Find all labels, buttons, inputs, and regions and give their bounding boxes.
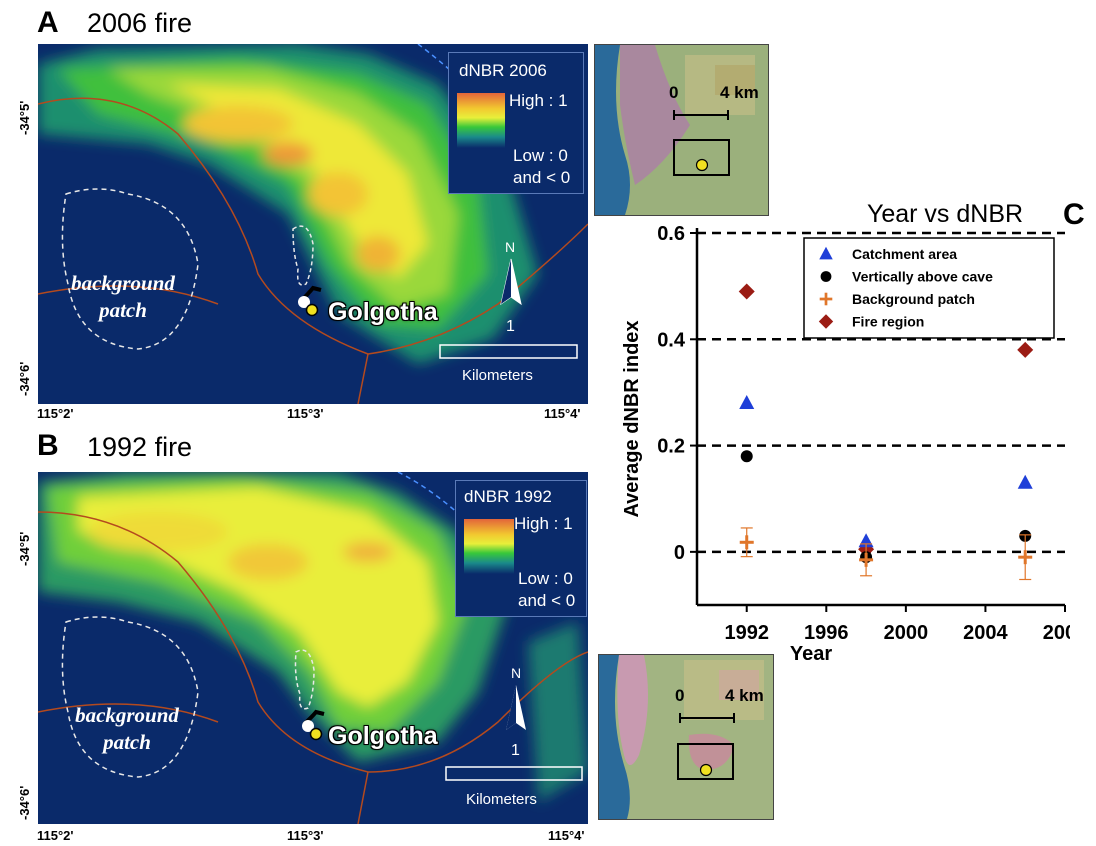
background-label-a-1: background: [71, 271, 175, 295]
chart-title: Year vs dNBR: [867, 200, 1023, 228]
y-tick-label-2: 0.4: [657, 329, 686, 351]
legend-gradient-b: [464, 519, 514, 574]
legend-label-2: Background patch: [852, 291, 975, 307]
legend-label-1: Vertically above cave: [852, 269, 993, 285]
y-tick-label-3: 0.6: [657, 223, 685, 245]
golgotha-label-b: Golgotha: [328, 722, 438, 750]
legend-high-b: High : 1: [514, 514, 573, 533]
north-arrow-b: [506, 685, 526, 730]
scale-value-b: 1: [511, 742, 520, 759]
x-tick-label-4: 2008: [1043, 622, 1070, 644]
inset-scale-km-a: 4 km: [720, 83, 759, 102]
panel-a-title: 2006 fire: [87, 8, 193, 38]
lon-tick-a-3: 115°4': [544, 406, 581, 421]
x-tick-label-3: 2004: [963, 622, 1008, 644]
inset-map-a: 0 4 km: [594, 44, 769, 216]
legend-marker-2: [819, 292, 833, 306]
point-plus-2-1: [859, 552, 874, 567]
inset-scale-zero-b: 0: [675, 686, 685, 705]
point-plus-2-2: [1018, 550, 1033, 565]
y-axis-label: Average dNBR index: [621, 320, 643, 517]
lon-tick-b-3: 115°4': [548, 828, 585, 843]
lat-tick-b-1: -34°5': [17, 531, 32, 566]
point-diamond-3-0: [738, 283, 755, 300]
panel-b-title: 1992 fire: [87, 432, 193, 462]
y-tick-label-1: 0.2: [657, 436, 685, 458]
legend-high-a: High : 1: [509, 91, 568, 110]
lon-tick-a-1: 115°2': [37, 406, 74, 421]
panel-a-letter: A: [37, 6, 59, 39]
x-tick-label-2: 2000: [884, 622, 929, 644]
north-label-b: N: [511, 665, 522, 681]
background-patch-label-b: background patch: [52, 702, 202, 756]
north-arrow-a: [500, 258, 522, 306]
panel-c-letter: C: [1063, 198, 1085, 231]
scale-unit-a: Kilometers: [462, 367, 533, 384]
inset-image-b: [599, 655, 773, 819]
north-label-a: N: [505, 239, 516, 255]
lon-tick-a-2: 115°3': [287, 406, 324, 421]
background-patch-label-a: background patch: [48, 270, 198, 324]
legend-low2-a: and < 0: [513, 168, 571, 187]
inset-scale-km-b: 4 km: [725, 686, 764, 705]
legend-1992: dNBR 1992 High : 1 Low : 0 and < 0: [455, 480, 587, 617]
legend-marker-1: [820, 271, 832, 282]
panel-b-letter: B: [37, 429, 59, 462]
legend-low-a: Low : 0: [513, 146, 568, 165]
inset-map-b: 0 4 km: [598, 654, 774, 820]
background-label-a-2: patch: [99, 298, 147, 322]
background-label-b-2: patch: [103, 730, 151, 754]
x-axis-label: Year: [790, 643, 832, 665]
point-diamond-3-2: [1017, 341, 1034, 358]
legend-marker-3: [818, 314, 834, 329]
golgotha-label-a: Golgotha: [328, 298, 438, 326]
lat-tick-a-2: -34°6': [17, 361, 32, 396]
legend-title-a: dNBR 2006: [459, 61, 547, 80]
background-label-b-1: background: [75, 703, 179, 727]
point-plus-2-0: [739, 535, 754, 550]
legend-gradient-a: [457, 93, 505, 148]
lat-tick-b-2: -34°6': [17, 785, 32, 820]
point-triangle-0-0: [739, 395, 755, 410]
legend-marker-0: [819, 246, 833, 260]
legend-title-b: dNBR 1992: [464, 487, 552, 506]
x-tick-label-0: 1992: [724, 622, 769, 644]
lon-tick-b-1: 115°2': [37, 828, 74, 843]
legend-label-0: Catchment area: [852, 246, 957, 262]
dnbr-scatter-chart: Year vs dNBR 0 0.2 0.4 0.6 1992 1996 2000 2004 20…: [621, 200, 1070, 665]
inset-image-a: [595, 45, 768, 215]
legend-2006: dNBR 2006 High : 1 Low : 0 and < 0: [448, 52, 584, 194]
scale-unit-b: Kilometers: [466, 791, 537, 808]
legend-low2-b: and < 0: [518, 591, 576, 610]
point-circle-1-0: [740, 450, 753, 463]
inset-scale-zero-a: 0: [669, 83, 679, 102]
legend-low-b: Low : 0: [518, 569, 573, 588]
scale-value-a: 1: [506, 318, 515, 335]
map-2006-raster: [38, 44, 588, 404]
legend-label-3: Fire region: [852, 314, 924, 330]
x-tick-label-1: 1996: [804, 622, 849, 644]
y-tick-label-0: 0: [674, 542, 685, 564]
map-1992-raster: [38, 472, 588, 824]
legend-box: [803, 237, 1055, 339]
lon-tick-b-2: 115°3': [287, 828, 324, 843]
point-triangle-0-2: [1017, 474, 1033, 489]
lat-tick-a-1: -34°5': [17, 100, 32, 135]
